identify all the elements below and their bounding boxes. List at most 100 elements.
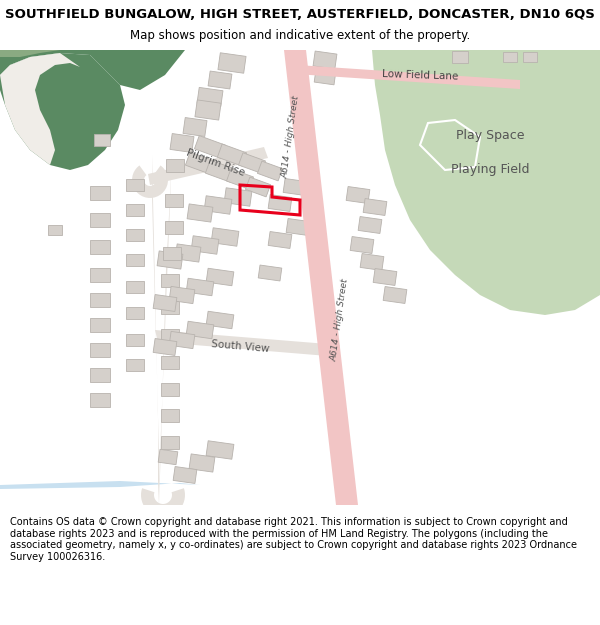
Polygon shape bbox=[365, 50, 600, 315]
Bar bbox=[157, 251, 183, 269]
Bar bbox=[218, 52, 246, 73]
Bar bbox=[217, 144, 247, 166]
Bar bbox=[161, 274, 179, 286]
Bar bbox=[126, 204, 144, 216]
Bar bbox=[153, 294, 177, 311]
Text: A614 - High Street: A614 - High Street bbox=[281, 95, 301, 179]
Bar bbox=[161, 301, 179, 314]
Bar bbox=[165, 194, 183, 206]
Bar bbox=[313, 51, 337, 69]
Bar bbox=[383, 286, 407, 304]
Bar bbox=[268, 194, 292, 211]
Bar bbox=[358, 216, 382, 234]
Text: Map shows position and indicative extent of the property.: Map shows position and indicative extent… bbox=[130, 29, 470, 42]
Text: Pilgrim Rise: Pilgrim Rise bbox=[185, 148, 247, 178]
Text: Playing Field: Playing Field bbox=[451, 164, 529, 176]
Bar bbox=[350, 236, 374, 254]
Bar bbox=[161, 329, 179, 341]
Bar bbox=[90, 368, 110, 382]
Bar bbox=[195, 100, 221, 120]
Polygon shape bbox=[148, 147, 268, 185]
Bar bbox=[363, 199, 387, 216]
Polygon shape bbox=[0, 481, 200, 489]
Bar bbox=[183, 118, 207, 136]
Bar bbox=[126, 254, 144, 266]
Bar bbox=[126, 307, 144, 319]
Bar bbox=[169, 331, 195, 349]
Bar bbox=[161, 356, 179, 369]
Bar bbox=[208, 71, 232, 89]
Bar bbox=[186, 321, 214, 339]
Bar bbox=[90, 213, 110, 227]
Text: A614 - High Street: A614 - High Street bbox=[330, 278, 350, 362]
Bar bbox=[126, 334, 144, 346]
Bar bbox=[227, 169, 253, 189]
Bar bbox=[153, 339, 177, 356]
Bar bbox=[523, 52, 537, 62]
Bar bbox=[211, 228, 239, 246]
Bar bbox=[314, 69, 336, 85]
Bar bbox=[165, 221, 183, 234]
Bar bbox=[90, 186, 110, 200]
Bar bbox=[185, 152, 215, 174]
Bar bbox=[245, 177, 271, 197]
Bar bbox=[48, 225, 62, 235]
Bar bbox=[161, 409, 179, 421]
Bar bbox=[158, 449, 178, 465]
Bar bbox=[224, 188, 252, 206]
Bar bbox=[170, 134, 194, 152]
Bar bbox=[204, 196, 232, 214]
Bar bbox=[197, 88, 223, 107]
Bar bbox=[90, 343, 110, 357]
Bar bbox=[166, 159, 184, 171]
Bar bbox=[90, 318, 110, 332]
Text: Play Space: Play Space bbox=[456, 129, 524, 141]
Bar bbox=[503, 52, 517, 62]
Bar bbox=[189, 454, 215, 472]
Polygon shape bbox=[155, 330, 340, 357]
Bar bbox=[175, 244, 201, 262]
Bar bbox=[258, 265, 282, 281]
Bar bbox=[346, 186, 370, 204]
Polygon shape bbox=[287, 65, 520, 89]
Bar bbox=[126, 359, 144, 371]
Bar bbox=[126, 281, 144, 293]
Polygon shape bbox=[141, 488, 185, 517]
Bar bbox=[173, 466, 197, 484]
Bar bbox=[126, 179, 144, 191]
Bar bbox=[206, 311, 234, 329]
Polygon shape bbox=[284, 50, 358, 505]
Bar bbox=[452, 51, 468, 63]
Bar bbox=[257, 161, 283, 181]
Bar bbox=[194, 136, 226, 158]
Bar bbox=[186, 278, 214, 296]
Polygon shape bbox=[0, 53, 125, 170]
Bar bbox=[360, 254, 384, 271]
Polygon shape bbox=[0, 50, 185, 90]
Bar bbox=[205, 160, 235, 182]
Polygon shape bbox=[152, 155, 172, 505]
Bar bbox=[191, 236, 219, 254]
Polygon shape bbox=[0, 50, 60, 57]
Bar bbox=[286, 219, 310, 236]
Bar bbox=[94, 134, 110, 146]
Bar bbox=[283, 179, 307, 196]
Bar bbox=[126, 229, 144, 241]
Bar bbox=[206, 441, 234, 459]
Bar bbox=[90, 393, 110, 407]
Polygon shape bbox=[0, 50, 80, 165]
Bar bbox=[90, 293, 110, 307]
Text: South View: South View bbox=[211, 339, 269, 354]
Text: Low Field Lane: Low Field Lane bbox=[382, 69, 458, 81]
Polygon shape bbox=[132, 166, 168, 198]
Text: SOUTHFIELD BUNGALOW, HIGH STREET, AUSTERFIELD, DONCASTER, DN10 6QS: SOUTHFIELD BUNGALOW, HIGH STREET, AUSTER… bbox=[5, 8, 595, 21]
Text: Contains OS data © Crown copyright and database right 2021. This information is : Contains OS data © Crown copyright and d… bbox=[10, 517, 577, 562]
Bar bbox=[373, 269, 397, 286]
Bar bbox=[169, 286, 195, 304]
Bar bbox=[90, 240, 110, 254]
Bar bbox=[239, 152, 265, 173]
Bar bbox=[161, 436, 179, 449]
Bar bbox=[187, 204, 213, 222]
Bar bbox=[163, 246, 181, 259]
Bar bbox=[268, 231, 292, 249]
